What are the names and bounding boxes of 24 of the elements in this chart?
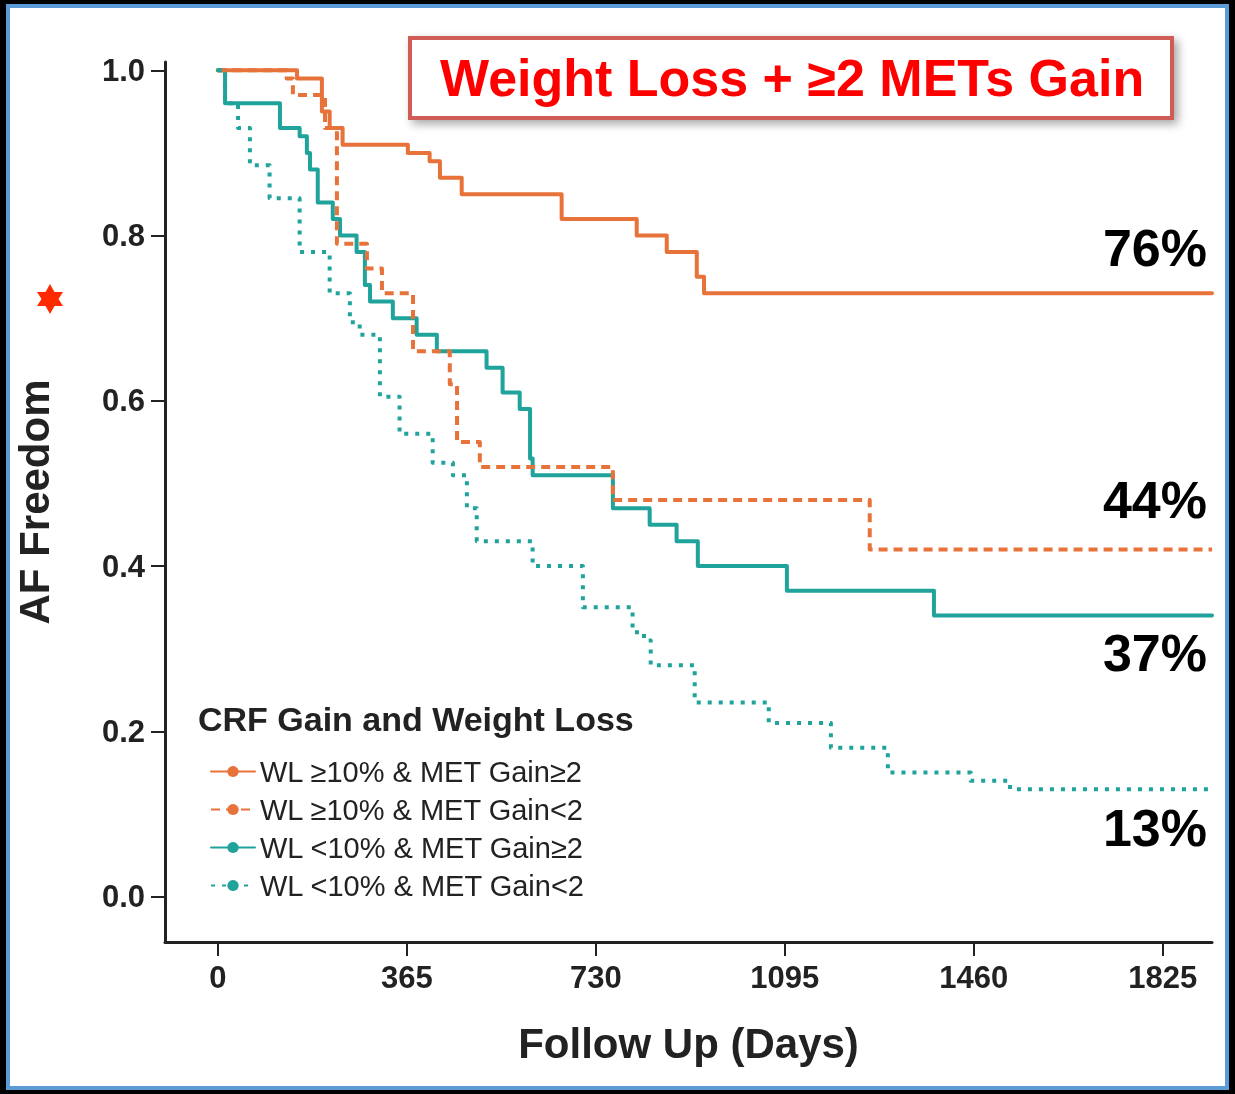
y-tick-label: 0.2	[101, 713, 145, 749]
y-tick-label: 0.8	[101, 218, 145, 254]
y-tick-label: 0.4	[101, 548, 146, 584]
y-tick-label: 0.0	[101, 879, 145, 915]
legend-label: WL ≥10% & MET Gain<2	[260, 793, 583, 826]
x-tick-label: 1825	[1128, 960, 1198, 995]
x-tick-label: 1095	[750, 960, 820, 995]
y-tick-label: 1.0	[101, 52, 145, 88]
legend-label: WL <10% & MET Gain≥2	[260, 831, 583, 864]
x-tick-label: 0	[209, 960, 227, 995]
y-axis-title: AF Freedom	[10, 379, 58, 625]
x-axis-title: Follow Up (Days)	[518, 1019, 859, 1067]
x-tick-label: 730	[569, 960, 622, 995]
legend-title: CRF Gain and Weight Loss	[198, 700, 634, 738]
annotation: 76%	[1102, 219, 1207, 277]
chart-title: Weight Loss + ≥2 METs Gain	[440, 49, 1145, 107]
annotation: 44%	[1102, 471, 1207, 529]
annotation: 13%	[1102, 799, 1207, 857]
legend-label: WL ≥10% & MET Gain≥2	[260, 755, 582, 788]
annotation: 37%	[1102, 624, 1207, 682]
y-tick-label: 0.6	[101, 383, 145, 419]
legend-label: WL <10% & MET Gain<2	[260, 869, 584, 902]
x-tick-label: 1460	[939, 960, 1009, 995]
x-tick-label: 365	[380, 960, 433, 995]
